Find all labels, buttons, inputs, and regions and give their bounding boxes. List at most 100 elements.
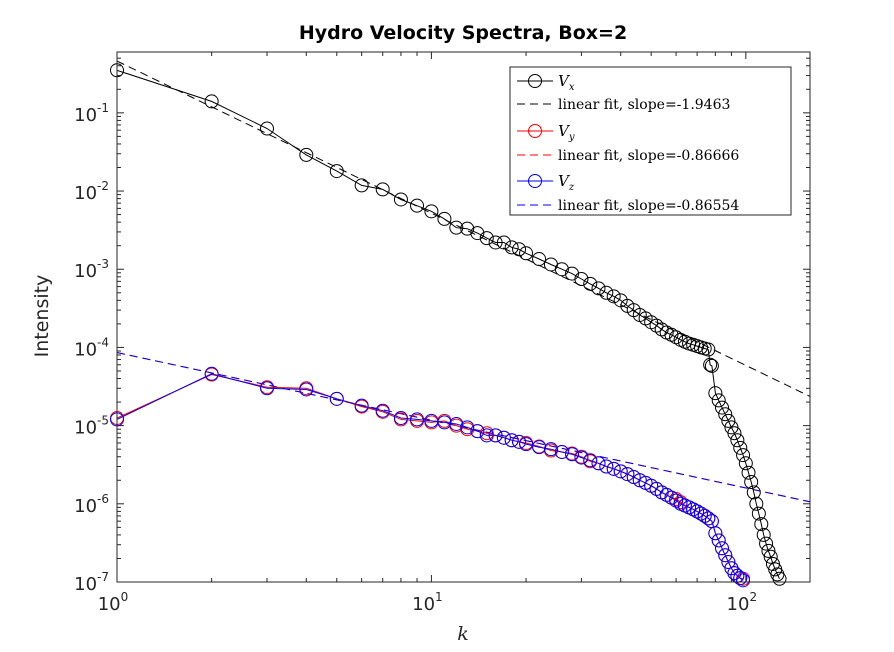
data-point-x: [260, 121, 275, 136]
data-point-z: [554, 444, 569, 459]
data-point-x: [736, 448, 751, 463]
data-point-x: [711, 393, 726, 408]
data-point-x: [715, 400, 730, 415]
data-point-x: [772, 571, 787, 586]
y-tick-label: 10-7: [74, 570, 109, 595]
data-point-z: [686, 502, 701, 517]
y-tick-label: 10-1: [74, 101, 109, 126]
y-tick-exponent: -2: [97, 179, 109, 193]
x-tick-exponent: 2: [749, 590, 757, 604]
y-tick-exponent: -7: [97, 570, 109, 584]
data-point-z: [708, 526, 723, 541]
data-point-z: [470, 424, 485, 439]
legend-series-marker: [528, 174, 542, 188]
legend-series-label: Vy: [558, 122, 575, 143]
y-tick-label: 10-2: [74, 179, 109, 204]
data-point-z: [496, 430, 511, 445]
data-point-x: [749, 496, 764, 511]
legend-fit-label: linear fit, slope=-1.9463: [558, 97, 730, 113]
x-tick-exponent: 1: [435, 590, 443, 604]
data-point-x: [393, 192, 408, 207]
data-point-z: [727, 566, 742, 581]
data-point-x: [746, 485, 761, 500]
legend-series-main: V: [558, 72, 571, 90]
x-tick-label: 100: [98, 590, 129, 615]
data-point-z: [606, 461, 621, 476]
data-point-x: [703, 357, 718, 372]
data-point-z: [543, 442, 558, 457]
data-point-z: [574, 450, 589, 465]
y-tick-base: 10: [74, 418, 97, 439]
data-point-x: [512, 242, 527, 257]
data-point-x: [730, 433, 745, 448]
data-point-x: [738, 456, 753, 471]
data-point-z: [620, 467, 635, 482]
series-markers: [110, 63, 787, 588]
data-point-x: [519, 246, 534, 261]
data-point-x: [721, 413, 736, 428]
legend-fit-label: linear fit, slope=-0.86666: [558, 148, 739, 164]
y-tick-base: 10: [74, 339, 97, 360]
data-point-x: [754, 517, 769, 532]
data-point-x: [599, 285, 614, 300]
y-tick-exponent: -1: [97, 101, 109, 115]
data-point-x: [704, 358, 719, 373]
y-axis-label: Intensity: [31, 275, 53, 358]
data-point-x: [759, 536, 774, 551]
plot-frame: [116, 51, 811, 583]
y-tick-base: 10: [74, 261, 97, 282]
data-point-x: [449, 220, 464, 235]
legend-series-label: Vz: [558, 172, 575, 193]
data-point-x: [424, 204, 439, 219]
y-tick-label: 10-4: [74, 335, 109, 360]
legend-series-main: V: [558, 172, 571, 190]
data-point-z: [736, 573, 751, 588]
data-point-x: [733, 440, 748, 455]
series-line-z: [117, 373, 744, 581]
y-tick-base: 10: [74, 496, 97, 517]
legend-box: [509, 66, 792, 216]
data-point-z: [479, 428, 494, 443]
data-point-x: [756, 527, 771, 542]
data-point-x: [574, 271, 589, 286]
data-point-x: [504, 240, 519, 255]
data-point-x: [329, 164, 344, 179]
data-point-z: [693, 506, 708, 521]
data-point-x: [649, 318, 664, 333]
data-point-x: [741, 465, 756, 480]
y-tick-label: 10-6: [74, 492, 109, 517]
data-point-x: [591, 281, 606, 296]
data-point-z: [519, 437, 534, 452]
x-tick-base: 10: [98, 594, 121, 615]
data-point-z: [329, 391, 344, 406]
data-point-x: [532, 252, 547, 267]
legend-series-subscript: x: [569, 82, 575, 93]
data-point-x: [744, 475, 759, 490]
data-point-x: [460, 221, 475, 236]
data-point-z: [669, 493, 684, 508]
x-tick-base: 10: [412, 594, 435, 615]
x-tick-base: 10: [727, 594, 750, 615]
data-point-z: [733, 571, 748, 586]
fit-line: [117, 352, 810, 503]
data-point-x: [410, 198, 425, 213]
data-point-x: [763, 549, 778, 564]
data-point-x: [669, 330, 684, 345]
data-point-z: [512, 434, 527, 449]
data-point-x: [496, 235, 511, 250]
data-point-z: [701, 511, 716, 526]
data-point-z: [718, 548, 733, 563]
data-point-x: [606, 289, 621, 304]
legend: Vx linear fit, slope=-1.9463 Vy linear fit,…: [509, 66, 792, 216]
data-point-z: [690, 504, 705, 519]
data-point-z: [410, 412, 425, 427]
data-point-x: [479, 231, 494, 246]
data-point-x: [718, 407, 733, 422]
data-point-x: [375, 182, 390, 197]
data-point-x: [354, 178, 369, 193]
data-point-z: [591, 456, 606, 471]
data-point-z: [711, 533, 726, 548]
legend-series-subscript: y: [568, 132, 575, 143]
data-point-x: [204, 94, 219, 109]
data-point-x: [554, 262, 569, 277]
